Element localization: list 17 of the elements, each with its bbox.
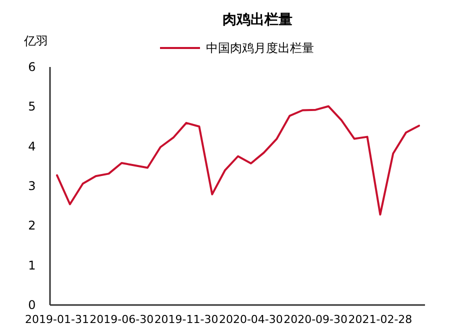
x-tick-label: 2019-06-30 xyxy=(90,313,154,326)
y-tick-label: 6 xyxy=(28,60,36,74)
y-tick-label: 2 xyxy=(28,218,36,233)
line-series xyxy=(56,105,420,216)
x-tick-label: 2019-11-30 xyxy=(154,313,218,326)
y-tick-label: 4 xyxy=(28,139,36,154)
x-tick-label: 2019-01-31 xyxy=(25,313,89,326)
y-tick-label: 0 xyxy=(28,298,36,312)
y-tick-label: 3 xyxy=(28,179,36,193)
y-axis-title: 亿羽 xyxy=(23,34,48,48)
x-tick-label: 2021-02-28 xyxy=(348,313,412,326)
y-tick-label: 1 xyxy=(28,258,36,272)
x-tick-label: 2020-09-30 xyxy=(284,313,348,326)
chart-title: 肉鸡出栏量 xyxy=(222,12,292,28)
x-tick-label: 2020-04-30 xyxy=(218,313,283,326)
y-tick-label: 5 xyxy=(28,100,36,114)
legend-label: 中国肉鸡月度出栏量 xyxy=(206,41,314,55)
